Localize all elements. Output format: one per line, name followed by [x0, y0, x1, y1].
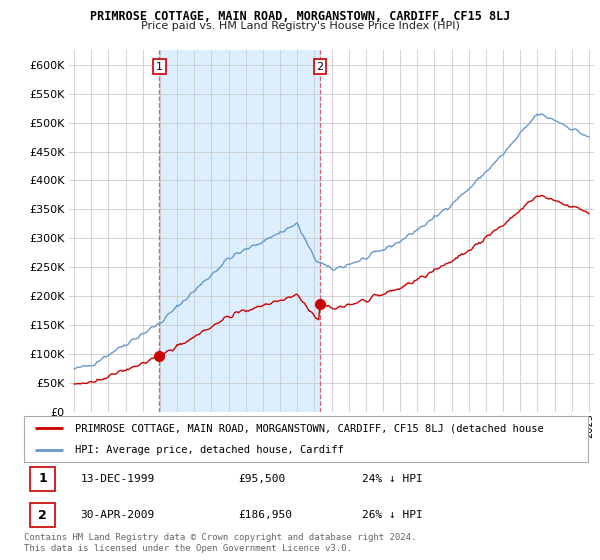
Bar [159, 50, 320, 412]
FancyBboxPatch shape [29, 503, 55, 528]
Text: PRIMROSE COTTAGE, MAIN ROAD, MORGANSTOWN, CARDIFF, CF15 8LJ (detached house: PRIMROSE COTTAGE, MAIN ROAD, MORGANSTOWN… [75, 423, 544, 433]
Text: 2: 2 [38, 508, 47, 521]
Text: Price paid vs. HM Land Registry's House Price Index (HPI): Price paid vs. HM Land Registry's House … [140, 21, 460, 31]
Text: HPI: Average price, detached house, Cardiff: HPI: Average price, detached house, Card… [75, 445, 344, 455]
Text: 13-DEC-1999: 13-DEC-1999 [80, 474, 155, 484]
Text: £95,500: £95,500 [238, 474, 286, 484]
FancyBboxPatch shape [24, 416, 588, 462]
Text: 2: 2 [316, 62, 323, 72]
FancyBboxPatch shape [29, 466, 55, 491]
Text: 26% ↓ HPI: 26% ↓ HPI [362, 510, 423, 520]
Text: 1: 1 [156, 62, 163, 72]
Text: 30-APR-2009: 30-APR-2009 [80, 510, 155, 520]
Text: 24% ↓ HPI: 24% ↓ HPI [362, 474, 423, 484]
Text: 1: 1 [38, 473, 47, 486]
Text: PRIMROSE COTTAGE, MAIN ROAD, MORGANSTOWN, CARDIFF, CF15 8LJ: PRIMROSE COTTAGE, MAIN ROAD, MORGANSTOWN… [90, 10, 510, 23]
Text: £186,950: £186,950 [238, 510, 292, 520]
Text: Contains HM Land Registry data © Crown copyright and database right 2024.
This d: Contains HM Land Registry data © Crown c… [24, 533, 416, 553]
